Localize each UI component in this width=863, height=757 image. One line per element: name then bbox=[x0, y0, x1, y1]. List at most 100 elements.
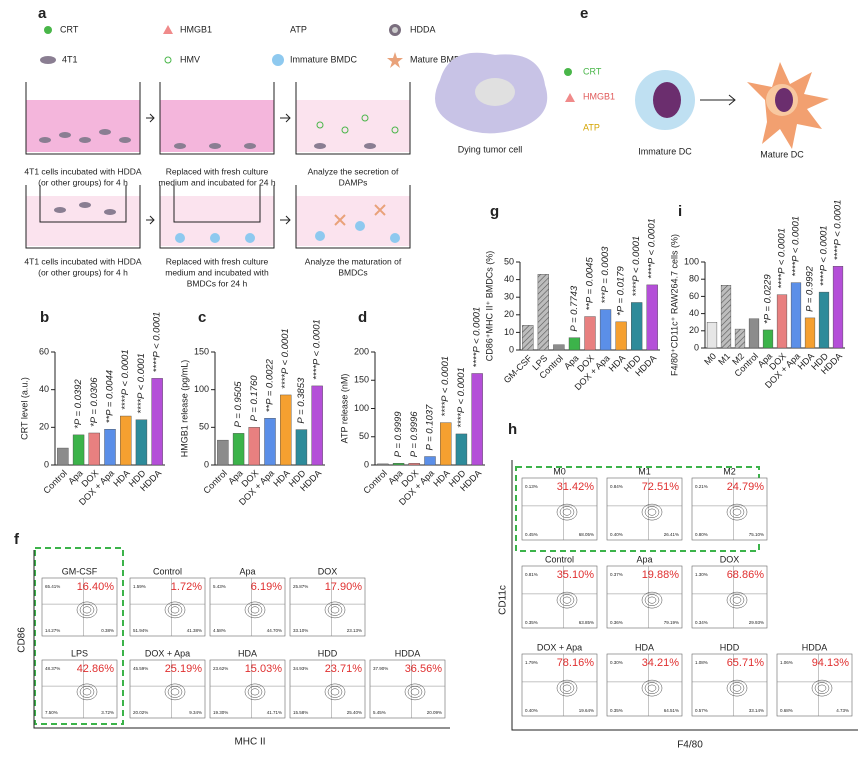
contour bbox=[726, 679, 748, 697]
y-tick-label: 40 bbox=[39, 384, 49, 394]
gate bbox=[607, 654, 682, 716]
x-tick-label: Control bbox=[41, 468, 69, 496]
gate-percent: 24.79% bbox=[727, 481, 765, 493]
caption: DAMPs bbox=[339, 177, 368, 187]
caption: BMDCs bbox=[338, 267, 367, 277]
y-tick-label: 20 bbox=[39, 422, 49, 432]
plot-name: Apa bbox=[239, 566, 255, 576]
y-tick-label: 0 bbox=[694, 342, 699, 352]
quadrant-value: 26.41% bbox=[664, 532, 679, 537]
bar bbox=[440, 422, 452, 466]
legend: CRT HMGB1 ATP HDDA 4T1 HMV Immature BMDC… bbox=[40, 24, 468, 68]
y-tick-label: 0 bbox=[204, 459, 209, 469]
bar bbox=[455, 433, 468, 466]
p-value: ****P < 0.0001 bbox=[456, 367, 467, 428]
plot-name: DOX bbox=[720, 554, 740, 564]
contour bbox=[404, 683, 426, 701]
plot-name: HDA bbox=[635, 642, 654, 652]
p-value: P = 0.7743 bbox=[569, 285, 580, 332]
p-value: ****P < 0.0001 bbox=[833, 200, 844, 261]
plot-frame bbox=[606, 477, 683, 541]
caption: Analyze the secretion of bbox=[308, 166, 399, 176]
contour bbox=[82, 606, 92, 614]
p-value: P = 0.1037 bbox=[425, 404, 436, 451]
gate bbox=[42, 660, 117, 718]
quadrant-value: 20.02% bbox=[133, 710, 148, 715]
contour bbox=[167, 604, 183, 616]
contour bbox=[732, 596, 742, 604]
gate-percent: 68.86% bbox=[727, 569, 765, 581]
plot-frame bbox=[129, 659, 206, 719]
cell-label: Immature DC bbox=[638, 146, 692, 156]
gate-percent: 23.71% bbox=[325, 663, 363, 675]
bar bbox=[762, 329, 774, 349]
legend-text: CRT bbox=[60, 24, 79, 34]
plot-name: M2 bbox=[723, 466, 736, 476]
x-axis-label: F4/80 bbox=[677, 740, 703, 751]
plot-name: M0 bbox=[553, 466, 566, 476]
quadrant-value: 0.81% bbox=[525, 572, 538, 577]
legend-text: HMV bbox=[180, 54, 200, 64]
p-value: P = 0.9992 bbox=[805, 265, 816, 312]
contour bbox=[250, 688, 260, 696]
gate bbox=[210, 660, 285, 718]
quadrant-value: 15.58% bbox=[293, 710, 308, 715]
contour bbox=[244, 601, 266, 619]
plot-name: HDD bbox=[720, 642, 740, 652]
y-tick-label: 100 bbox=[194, 384, 209, 394]
contour bbox=[729, 506, 745, 518]
contour bbox=[559, 594, 575, 606]
plot-frame bbox=[209, 659, 286, 719]
p-value: P = 0.1760 bbox=[249, 375, 260, 422]
p-value: *P = 0.0392 bbox=[73, 379, 84, 429]
quadrant-value: 4.58% bbox=[213, 628, 226, 633]
contour bbox=[244, 683, 266, 701]
quadrant-value: 75.10% bbox=[749, 532, 764, 537]
quadrant-value: 33.14% bbox=[749, 708, 764, 713]
panel-label: b bbox=[40, 309, 49, 326]
plot-name: DOX bbox=[318, 566, 338, 576]
x-tick-label: Control bbox=[361, 468, 389, 496]
quadrant-value: 3.72% bbox=[101, 710, 114, 715]
contour bbox=[644, 594, 660, 606]
panel-label: i bbox=[678, 203, 682, 220]
plot-name: GM-CSF bbox=[62, 566, 98, 576]
contour bbox=[729, 594, 745, 606]
plot-name: DOX + Apa bbox=[145, 648, 190, 658]
y-axis-label: ATP release (nM) bbox=[339, 374, 349, 444]
bar bbox=[720, 285, 732, 349]
quadrant-value: 34.93% bbox=[293, 666, 308, 671]
bar bbox=[264, 418, 276, 466]
quadrant-value: 0.21% bbox=[695, 484, 708, 489]
p-value: ****P < 0.0001 bbox=[440, 356, 451, 417]
bar bbox=[72, 434, 85, 466]
quadrant-value: 0.40% bbox=[525, 708, 538, 713]
contour bbox=[817, 684, 827, 692]
quadrant-value: 0.30% bbox=[610, 660, 623, 665]
gate bbox=[522, 478, 597, 540]
y-axis-label: CD11c bbox=[498, 585, 509, 615]
quadrant-value: 0.57% bbox=[695, 708, 708, 713]
cell-diagram: CRT HMGB1 ATP Dying tumor cell Immature … bbox=[435, 52, 829, 159]
gate-percent: 31.42% bbox=[557, 481, 595, 493]
wells bbox=[25, 82, 411, 249]
quadrant-value: 1.30% bbox=[695, 572, 708, 577]
contour bbox=[811, 679, 833, 697]
quadrant-value: 51.94% bbox=[133, 628, 148, 633]
gate bbox=[130, 660, 205, 718]
y-tick-label: 30 bbox=[504, 292, 514, 302]
contour bbox=[726, 591, 748, 609]
contour bbox=[562, 596, 572, 604]
caption: Replaced with fresh culture bbox=[166, 166, 269, 176]
gate-percent: 72.51% bbox=[642, 481, 680, 493]
bar bbox=[584, 316, 596, 351]
marker-label: ATP bbox=[583, 122, 600, 132]
quadrant-value: 68.05% bbox=[579, 532, 594, 537]
contour bbox=[556, 679, 578, 697]
contour bbox=[170, 606, 180, 614]
plot-frame bbox=[606, 653, 683, 717]
bar bbox=[553, 344, 565, 351]
contour bbox=[732, 684, 742, 692]
caption: (or other groups) for 4 h bbox=[38, 267, 128, 277]
bar bbox=[646, 284, 658, 351]
